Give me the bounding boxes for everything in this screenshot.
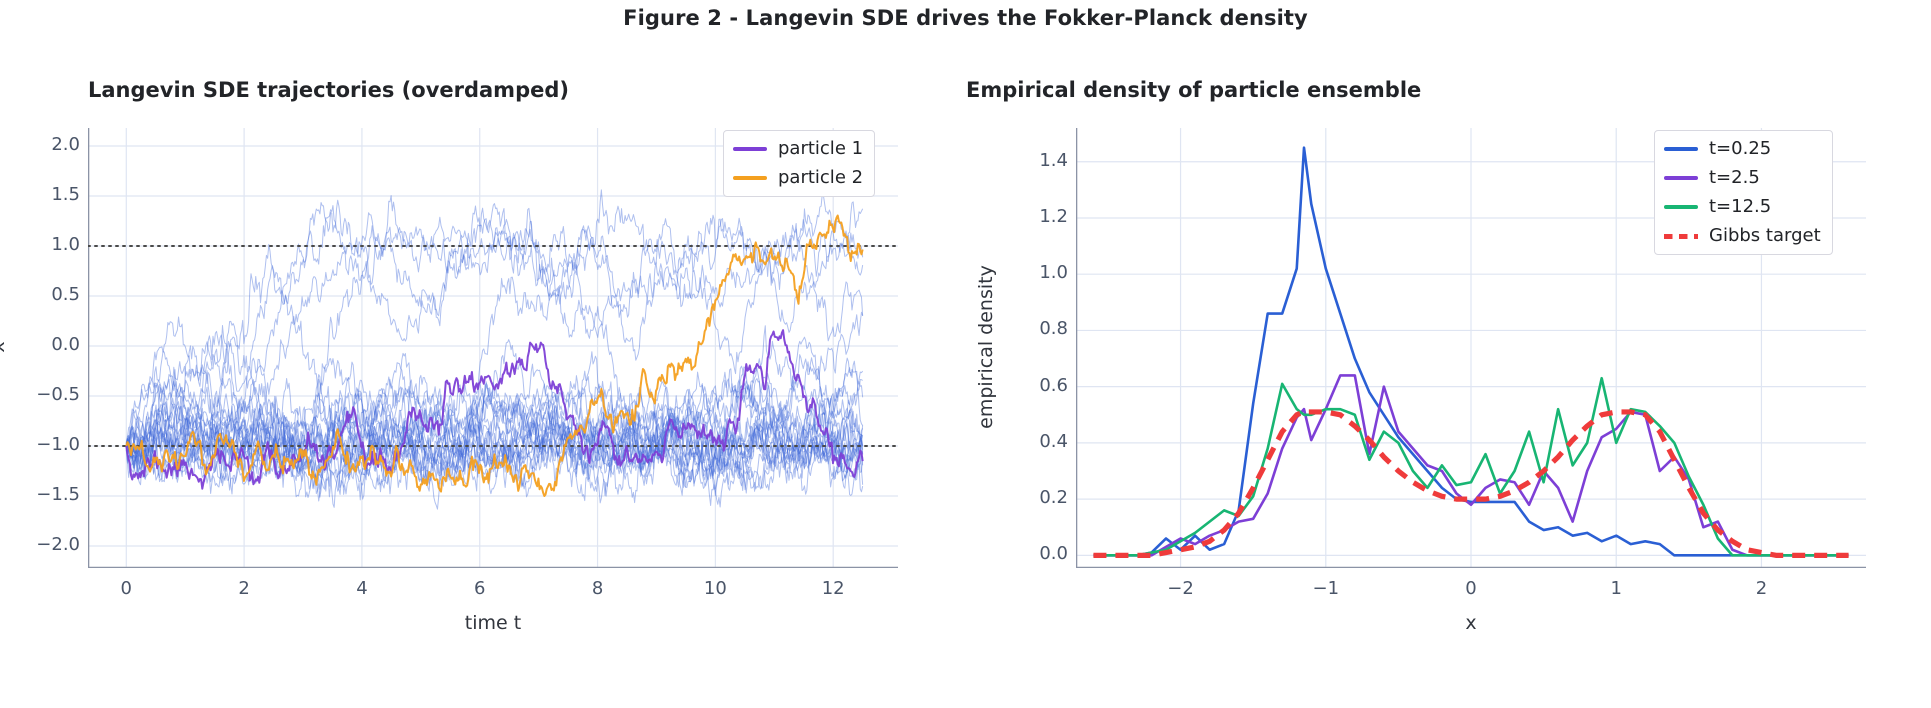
right-legend[interactable]: t=0.25 t=2.5 t=12.5 Gibbs target [1654,130,1833,255]
x-axis-label: x [1465,612,1477,634]
legend-item-label: particle 2 [778,167,864,188]
x-tick-label: 8 [591,578,604,599]
y-tick-label: −1.0 [36,434,80,455]
y-tick-label: 1.2 [1039,205,1068,227]
y-tick-label: 2.0 [51,134,80,155]
y-tick-label: 0.2 [1039,487,1068,509]
x-tick-label: 12 [821,578,845,599]
legend-item-label: t=2.5 [1709,167,1760,188]
x-tick-label: 0 [120,578,132,599]
figure-suptitle: Figure 2 - Langevin SDE drives the Fokke… [623,6,1308,30]
y-tick-label: 1.4 [1039,149,1068,171]
legend-item[interactable]: particle 2 [733,167,863,189]
y-tick-label: −2.0 [36,534,80,555]
y-tick-label: 0.5 [51,284,80,305]
legend-color-swatch [1664,233,1698,239]
y-tick-label: −1.5 [36,484,80,505]
x-axis-label: time t [464,612,522,634]
x-tick-label: 4 [356,578,368,599]
panel-langevin-trajectories: Langevin SDE trajectories (overdamped) −… [0,60,966,708]
legend-color-swatch [1664,205,1698,209]
y-tick-label: 0.6 [1039,374,1068,396]
legend-item-label: particle 1 [778,138,864,159]
y-tick-label: 1.5 [51,184,80,205]
legend-color-swatch [1664,147,1698,151]
legend-item[interactable]: t=2.5 [1664,167,1821,189]
x-tick-label: 6 [474,578,486,599]
y-tick-label: −0.5 [36,384,80,405]
y-tick-label: 1.0 [1039,262,1068,284]
x-tick-label: −2 [1167,578,1194,599]
legend-item-label: Gibbs target [1709,225,1821,246]
x-tick-label: 2 [1755,578,1768,599]
left-legend[interactable]: particle 1 particle 2 [723,130,876,197]
left-axes-title: Langevin SDE trajectories (overdamped) [88,78,569,102]
right-axes-title: Empirical density of particle ensemble [966,78,1422,102]
legend-color-swatch [733,176,767,180]
x-tick-label: 1 [1610,578,1622,599]
y-tick-label: 0.0 [51,334,80,355]
y-tick-label: 0.4 [1039,430,1068,452]
x-tick-label: 0 [1465,578,1477,599]
legend-item-label: t=0.25 [1709,138,1772,159]
legend-color-swatch [1664,176,1698,180]
legend-item[interactable]: t=12.5 [1664,196,1821,218]
legend-item[interactable]: Gibbs target [1664,225,1821,247]
left-plot-area [88,128,898,568]
y-tick-label: 1.0 [51,234,80,255]
legend-color-swatch [733,147,767,151]
y-axis-label: empirical density [975,265,997,429]
x-tick-label: 10 [703,578,727,599]
legend-item[interactable]: t=0.25 [1664,138,1821,160]
x-tick-label: 2 [238,578,250,599]
y-tick-label: 0.0 [1039,543,1068,565]
y-axis-label: x [0,247,9,447]
panel-empirical-density: Empirical density of particle ensemble 0… [966,60,1931,708]
legend-item[interactable]: particle 1 [733,138,863,160]
y-tick-label: 0.8 [1039,318,1068,340]
x-tick-label: −1 [1312,578,1340,599]
legend-item-label: t=12.5 [1709,196,1772,217]
